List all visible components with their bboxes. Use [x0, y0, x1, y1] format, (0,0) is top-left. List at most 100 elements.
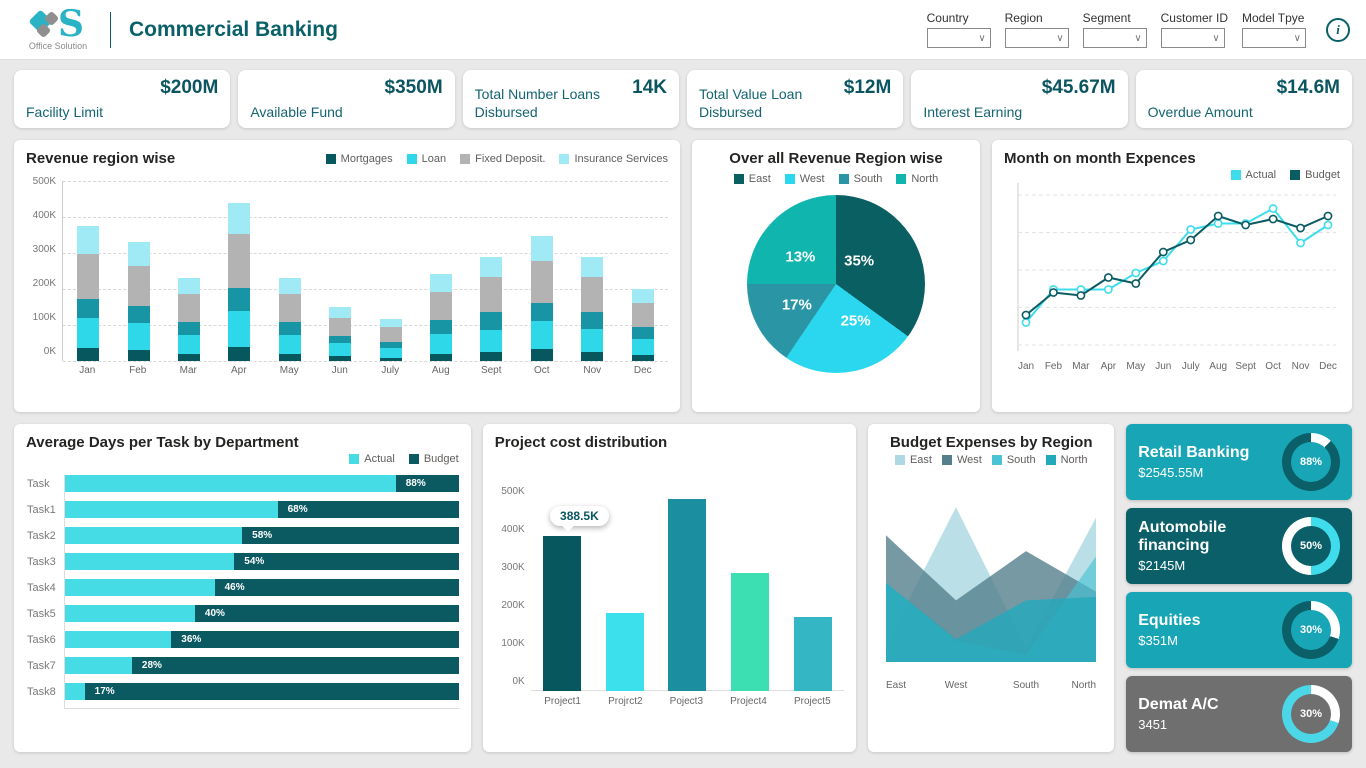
project-bar-5[interactable]	[793, 617, 832, 691]
task-bar-actual	[65, 553, 235, 570]
filter-dropdown[interactable]: ∨	[926, 28, 991, 48]
filter-dropdown[interactable]: ∨	[1242, 28, 1306, 48]
task-bar[interactable]: 58%	[65, 527, 459, 544]
stacked-bar-july[interactable]	[379, 318, 402, 361]
area-series-north[interactable]	[886, 582, 1097, 662]
legend-item[interactable]: Budget	[408, 453, 459, 465]
data-point[interactable]	[1103, 285, 1113, 294]
data-point[interactable]	[1049, 288, 1058, 297]
data-point[interactable]	[1131, 279, 1141, 288]
data-point[interactable]	[1241, 220, 1251, 230]
bar-segment	[178, 334, 201, 354]
stacked-bar-mar[interactable]	[178, 277, 201, 361]
legend-item[interactable]: East	[894, 454, 932, 466]
data-point[interactable]	[1021, 318, 1031, 327]
data-point[interactable]	[1296, 223, 1305, 233]
data-point[interactable]	[1213, 219, 1223, 228]
plot-area[interactable]: 388.5K	[530, 491, 845, 691]
data-point[interactable]	[1158, 247, 1168, 257]
task-bar[interactable]: 36%	[65, 631, 459, 648]
legend-item[interactable]: North	[896, 173, 938, 185]
stacked-bar-jan[interactable]	[77, 226, 100, 361]
task-bar[interactable]: 46%	[65, 579, 459, 596]
chart-title: Over all Revenue Region wise	[729, 150, 943, 167]
task-bar[interactable]: 54%	[65, 553, 459, 570]
stacked-bar-nov[interactable]	[581, 256, 604, 361]
task-bar[interactable]: 68%	[65, 501, 459, 518]
x-axis-labels: Project1 Projrct2 Poject3 Project4 Project5	[531, 696, 845, 707]
y-tick-label: 200K	[501, 600, 525, 611]
svg-text:Apr: Apr	[1101, 361, 1117, 372]
task-label: Task2	[27, 529, 56, 542]
bar-segment	[631, 289, 654, 304]
legend-item[interactable]: East	[733, 173, 771, 185]
data-point[interactable]	[1213, 211, 1223, 221]
data-point[interactable]	[1186, 235, 1196, 245]
kpi-card[interactable]: $45.67M Interest Earning	[911, 70, 1128, 128]
project-bar-4[interactable]	[731, 573, 770, 691]
legend-item[interactable]: West	[784, 173, 825, 185]
stacked-bar-oct[interactable]	[530, 236, 553, 361]
data-point[interactable]	[1268, 214, 1278, 224]
legend-item[interactable]: Insurance Services	[559, 153, 668, 165]
filter-dropdown[interactable]: ∨	[1160, 28, 1225, 48]
bar-segment	[480, 312, 503, 331]
data-point[interactable]	[1323, 211, 1333, 221]
data-point[interactable]	[1296, 238, 1305, 248]
stacked-bar-may[interactable]	[278, 277, 301, 361]
data-point[interactable]	[1186, 225, 1196, 234]
kpi-card[interactable]: $12M Total Value Loan Disbursed	[686, 70, 904, 128]
summary-card-retail-banking[interactable]: Retail Banking $2545.55M 88%	[1126, 424, 1352, 500]
stacked-bar-sept[interactable]	[480, 256, 503, 361]
filter-dropdown[interactable]: ∨	[1004, 28, 1069, 48]
stacked-bar-aug[interactable]	[430, 273, 453, 361]
legend-item[interactable]: Loan	[406, 153, 446, 165]
data-point[interactable]	[1131, 268, 1141, 278]
stacked-bar-feb[interactable]	[127, 242, 150, 361]
kpi-card[interactable]: $14.6M Overdue Amount	[1135, 70, 1352, 128]
summary-card-demat-a-c[interactable]: Demat A/C 3451 30%	[1126, 676, 1352, 752]
filter-dropdown[interactable]: ∨	[1082, 28, 1147, 48]
legend-item[interactable]: Actual	[1230, 169, 1276, 181]
task-bar[interactable]: 17%	[65, 683, 459, 700]
donut-gauge: 30%	[1282, 601, 1340, 659]
legend-item[interactable]: Mortgages	[325, 153, 393, 165]
x-tick-label: Feb	[129, 365, 147, 376]
data-point[interactable]	[1323, 220, 1333, 230]
project-bar-1[interactable]	[543, 535, 582, 691]
bar-segment	[127, 305, 150, 324]
stacked-bar-dec[interactable]	[631, 289, 654, 361]
pie-surface[interactable]	[747, 195, 925, 373]
tasks-bar-chart-card: Average Days per Task by Department Actu…	[14, 424, 471, 752]
task-bar[interactable]: 28%	[65, 657, 459, 674]
task-bar[interactable]: 40%	[65, 605, 459, 622]
x-axis-labels: Jan Feb Mar Apr May Jun July Aug Sept Oct Nov Dec	[62, 365, 668, 376]
data-point[interactable]	[1103, 273, 1113, 282]
data-point[interactable]	[1158, 256, 1168, 266]
stacked-bar-jun[interactable]	[329, 307, 352, 361]
bar-segment	[530, 321, 553, 350]
summary-card-automobile-financing[interactable]: Automobile financing $2145M 50%	[1126, 508, 1352, 584]
legend-item[interactable]: Budget	[1290, 169, 1340, 181]
data-point[interactable]	[1268, 204, 1278, 213]
kpi-card[interactable]: $350M Available Fund	[238, 70, 455, 128]
info-icon[interactable]: i	[1326, 17, 1350, 42]
plot-area[interactable]	[62, 181, 668, 362]
legend-item[interactable]: South	[991, 454, 1036, 466]
summary-card-equities[interactable]: Equities $351M 30%	[1126, 592, 1352, 668]
area-chart[interactable]: East West South North	[880, 466, 1102, 694]
project-bar-2[interactable]	[605, 613, 644, 691]
stacked-bar-apr[interactable]	[228, 202, 251, 361]
kpi-card[interactable]: 14K Total Number Loans Disbursed	[462, 70, 679, 128]
data-point[interactable]	[1076, 291, 1086, 300]
kpi-card[interactable]: $200M Facility Limit	[14, 70, 231, 128]
legend-item[interactable]: Fixed Deposit.	[460, 153, 545, 165]
task-bar[interactable]: 88%	[65, 475, 459, 492]
data-point[interactable]	[1021, 310, 1031, 320]
legend-item[interactable]: North	[1045, 454, 1088, 466]
line-chart[interactable]: Jan Feb Mar Apr May Jun July Aug Sept Oct Nov Dec	[1004, 181, 1340, 377]
legend-item[interactable]: South	[838, 173, 882, 185]
project-bar-3[interactable]	[668, 499, 707, 691]
legend-item[interactable]: Actual	[349, 453, 395, 465]
legend-item[interactable]: West	[941, 454, 982, 466]
